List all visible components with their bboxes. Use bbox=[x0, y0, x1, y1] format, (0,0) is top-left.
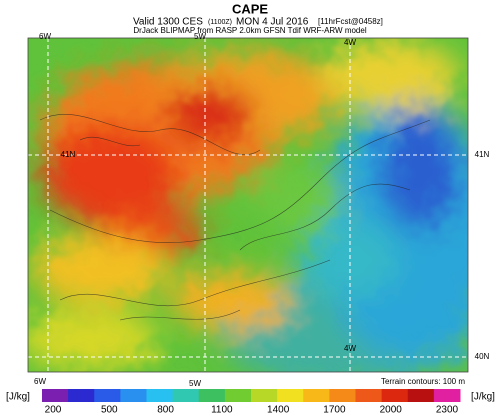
colorbar-tick-label: 1100 bbox=[211, 405, 233, 416]
lon-label: 4W bbox=[344, 38, 356, 47]
colorbar-swatch bbox=[355, 389, 383, 402]
colorbar-swatch bbox=[198, 389, 226, 402]
colorbar-tick-label: 1700 bbox=[323, 405, 346, 416]
colorbar-swatch bbox=[68, 389, 95, 402]
lon-label: 5W bbox=[189, 379, 201, 388]
terrain-note: Terrain contours: 100 m bbox=[381, 377, 465, 386]
colorbar-swatch bbox=[42, 389, 69, 402]
colorbar-tick-label: 2000 bbox=[380, 405, 403, 416]
date: MON 4 Jul 2016 bbox=[236, 17, 309, 28]
unit-label: [J/kg] bbox=[471, 392, 495, 403]
colorbar-swatch bbox=[329, 389, 356, 402]
colorbar-swatch bbox=[146, 389, 174, 402]
lat-label: 40N bbox=[475, 352, 490, 361]
colorbar-swatch bbox=[120, 389, 147, 402]
colorbar-tick-label: 500 bbox=[101, 405, 118, 416]
title: CAPE bbox=[232, 1, 268, 16]
colorbar-tick-label: 200 bbox=[45, 405, 62, 416]
lon-label: 4W bbox=[344, 344, 356, 353]
colorbar-swatch bbox=[407, 389, 435, 402]
colorbar-swatch bbox=[224, 389, 252, 402]
colorbar: 200 500 800 1100 1400 1700 2000 2300 bbox=[42, 389, 461, 416]
valid-time: Valid 1300 CES bbox=[133, 17, 203, 28]
colorbar-swatch bbox=[303, 389, 330, 402]
cape-field bbox=[28, 38, 468, 372]
utc-time: (1100Z) bbox=[208, 19, 232, 26]
colorbar-swatch bbox=[433, 389, 461, 402]
colorbar-tick-label: 800 bbox=[157, 405, 174, 416]
lon-label: 6W bbox=[39, 32, 51, 41]
colorbar-swatch bbox=[251, 389, 278, 402]
colorbar-swatch bbox=[381, 389, 409, 402]
lon-label: 5W bbox=[194, 32, 206, 41]
lat-label: 41N bbox=[61, 150, 76, 159]
colorbar-swatch bbox=[277, 389, 304, 402]
colorbar-tick-label: 1400 bbox=[267, 405, 290, 416]
colorbar-swatch bbox=[94, 389, 121, 402]
lon-label: 6W bbox=[34, 377, 46, 386]
forecast: [11hrFcst@0458z] bbox=[318, 17, 383, 26]
colorbar-swatch bbox=[172, 389, 200, 402]
source: DrJack BLIPMAP from RASP 2.0km GFSN Tdif… bbox=[133, 26, 366, 35]
lat-label: 41N bbox=[475, 150, 490, 159]
colorbar-tick-label: 2300 bbox=[436, 405, 459, 416]
unit-label: [J/kg] bbox=[6, 392, 30, 403]
